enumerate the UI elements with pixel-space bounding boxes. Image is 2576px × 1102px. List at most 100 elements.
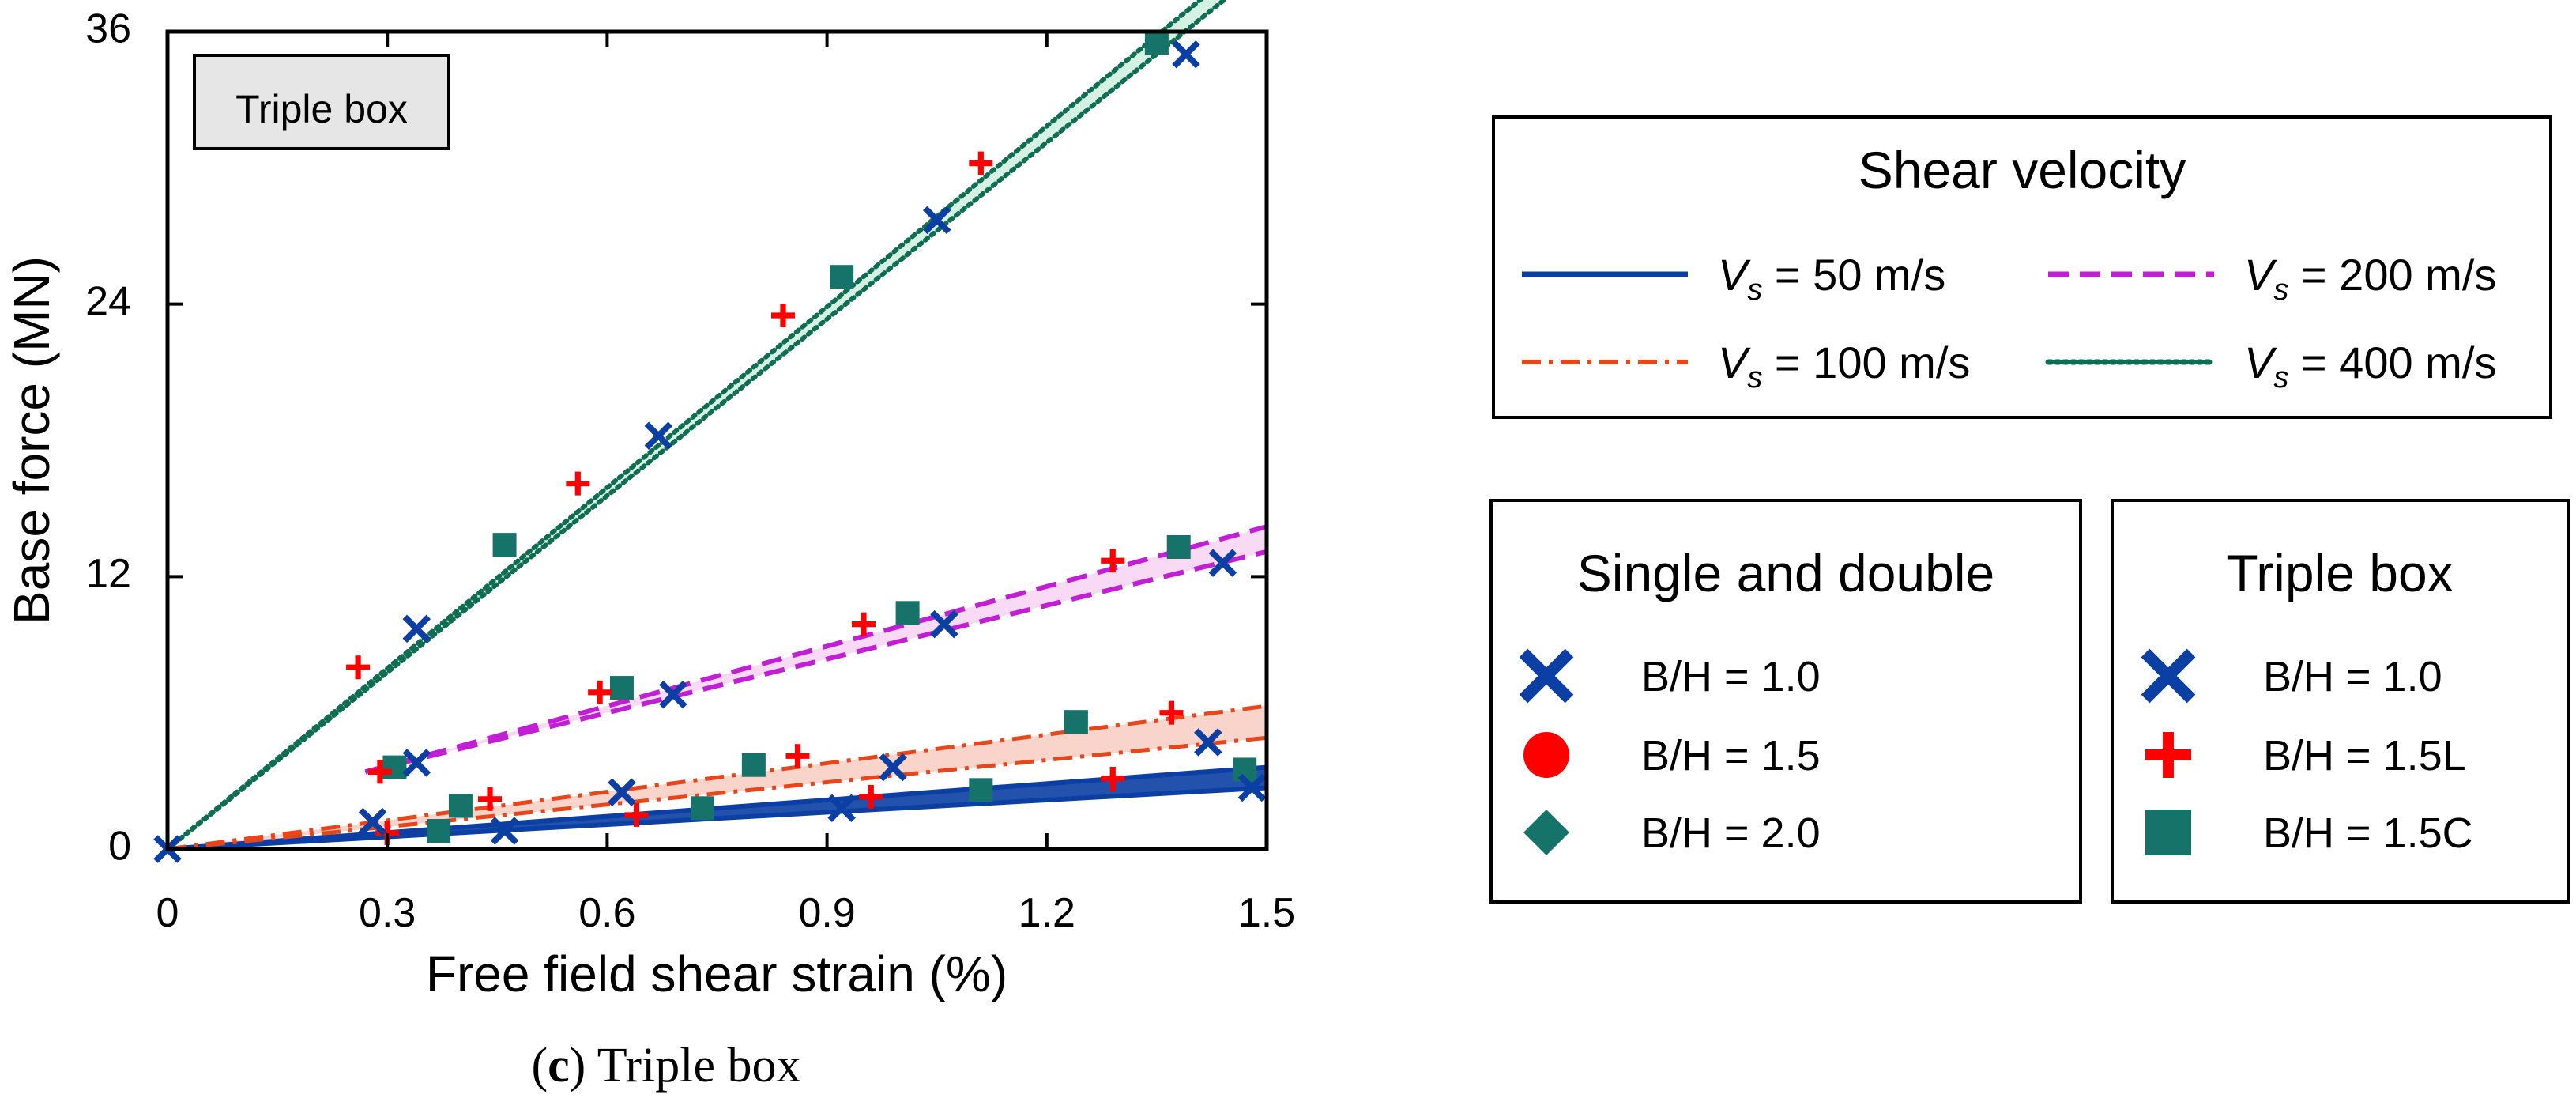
- point-square-7: [382, 755, 407, 779]
- triple-box-legend-marker-square-icon: [2145, 810, 2191, 855]
- x-tick-label: 1.2: [1019, 890, 1075, 936]
- point-square-9: [895, 601, 920, 625]
- point-x-14: [922, 206, 951, 235]
- velocity-legend-item-v50: Vs = 50 m/s: [1522, 250, 1945, 307]
- y-tick-label: 36: [85, 6, 131, 52]
- single-double-legend-item-2: B/H = 1.5: [1523, 732, 1821, 779]
- y-axis-label: Base force (MN): [3, 256, 60, 625]
- x-tick-label: 1.5: [1238, 890, 1295, 936]
- velocity-legend: Shear velocity Vs = 50 m/s Vs = 200 m/sVs…: [1492, 115, 2552, 419]
- single-double-legend-item-1: B/H = 1.0: [1519, 648, 1821, 704]
- point-x-11: [1208, 549, 1237, 577]
- point-plus-12: [566, 471, 590, 496]
- data-markers: [153, 31, 1267, 863]
- trend-line-v400-2: [165, 0, 1228, 851]
- point-plus-9: [851, 612, 876, 636]
- point-plus-1: [624, 802, 649, 827]
- point-x-9: [659, 680, 687, 709]
- point-square-5: [741, 753, 766, 777]
- axis-ticks: [166, 30, 1268, 851]
- tick-labels: 0 0.3 0.6 0.9 1.2 1.5 0 12 24 36: [85, 6, 1295, 936]
- trend-line-v50-2: [167, 785, 1267, 851]
- plot-frame: [165, 29, 1269, 851]
- caption-text: Triple box: [597, 1039, 801, 1093]
- point-square-1: [448, 794, 473, 818]
- point-plus-3: [1101, 766, 1125, 791]
- trend-line-v50-1: [167, 764, 1267, 851]
- single-double-legend-label-3: B/H = 2.0: [1641, 810, 1821, 857]
- point-x-1: [358, 807, 387, 836]
- triple-box-legend-item-2: B/H = 1.5L: [2145, 732, 2466, 779]
- triple-box-legend-label-1: B/H = 1.0: [2263, 653, 2442, 700]
- point-plus-10: [1101, 549, 1125, 573]
- triple-box-legend-item-3: B/H = 1.5C: [2145, 810, 2473, 857]
- point-x-13: [644, 421, 673, 451]
- single-double-legend-label-1: B/H = 1.0: [1641, 653, 1821, 700]
- point-x-10: [930, 609, 958, 639]
- plot-area: 0 0.3 0.6 0.9 1.2 1.5 0 12 24 36 Triple box Free …: [3, 0, 1295, 1093]
- point-square-6: [1064, 710, 1088, 734]
- single-double-legend-label-2: B/H = 1.5: [1641, 732, 1821, 779]
- point-plus-4: [367, 760, 392, 784]
- point-square-2: [690, 796, 714, 821]
- trend-lines: [165, 0, 1267, 851]
- point-x-15: [1172, 40, 1200, 69]
- point-square-8: [609, 676, 634, 700]
- trend-line-v400-1: [165, 0, 1204, 851]
- single-double-legend: Single and double B/H = 1.0B/H = 1.5B/H …: [1489, 499, 2082, 904]
- triple-box-legend-marker-plus-icon: [2145, 732, 2191, 778]
- x-tick-label: 0.6: [578, 890, 635, 936]
- velocity-legend-title: Shear velocity: [1859, 141, 2186, 199]
- figure-caption: (c) Triple box: [531, 1039, 800, 1093]
- panel-label-text: Triple box: [235, 87, 408, 131]
- triple-box-legend: Triple box B/H = 1.0 B/H = 1.5L B/H = 1.5C: [2111, 499, 2570, 904]
- point-square-10: [1166, 534, 1191, 559]
- x-axis-label: Free field shear strain (%): [426, 945, 1007, 1002]
- point-plus-13: [770, 304, 795, 328]
- triple-box-legend-entries: B/H = 1.0 B/H = 1.5L B/H = 1.5C: [2141, 648, 2473, 857]
- point-x-6: [879, 753, 907, 782]
- point-plus-14: [969, 151, 993, 175]
- triple-box-legend-label-3: B/H = 1.5C: [2263, 810, 2473, 857]
- point-square-0: [427, 819, 451, 843]
- single-double-legend-entries: B/H = 1.0 B/H = 1.5 B/H = 2.0: [1519, 648, 1821, 857]
- point-x-2: [490, 817, 519, 845]
- triple-box-legend-item-1: B/H = 1.0: [2141, 648, 2442, 704]
- point-plus-8: [588, 680, 612, 704]
- legend-label-v50: Vs = 50 m/s: [1718, 250, 1945, 307]
- y-tick-label: 0: [108, 824, 131, 870]
- y-tick-label: 12: [85, 551, 131, 597]
- triple-box-legend-title: Triple box: [2226, 544, 2453, 602]
- triple-box-legend-marker-x-icon: [2141, 648, 2196, 704]
- point-x-7: [1194, 728, 1222, 757]
- point-square-13: [1144, 31, 1169, 55]
- point-plus-5: [478, 787, 503, 811]
- single-double-legend-marker-circle-icon: [1523, 732, 1569, 778]
- point-plus-6: [785, 744, 810, 768]
- point-square-11: [492, 533, 517, 557]
- trend-line-v200-2: [364, 549, 1267, 775]
- point-x-4: [827, 794, 856, 823]
- trend-line-v100-2: [167, 735, 1267, 851]
- point-square-12: [830, 265, 854, 289]
- trend-line-v200-1: [364, 524, 1267, 775]
- caption-letter: c: [548, 1039, 570, 1093]
- point-plus-11: [346, 655, 371, 680]
- velocity-legend-item-v200: Vs = 200 m/s: [2048, 250, 2496, 307]
- point-plus-7: [1159, 700, 1184, 725]
- y-tick-label: 24: [85, 278, 131, 324]
- x-tick-label: 0.9: [798, 890, 855, 936]
- point-x-3: [608, 778, 636, 806]
- x-tick-label: 0: [156, 890, 179, 936]
- velocity-legend-item-v100: Vs = 100 m/s: [1522, 338, 1970, 394]
- triple-box-legend-label-2: B/H = 1.5L: [2263, 732, 2466, 779]
- velocity-legend-item-v400: Vs = 400 m/s: [2045, 338, 2496, 394]
- panel-label: Triple box: [193, 54, 450, 150]
- legend-label-v200: Vs = 200 m/s: [2244, 250, 2496, 307]
- legend-label-v400: Vs = 400 m/s: [2244, 338, 2496, 394]
- velocity-legend-entries: Vs = 50 m/s Vs = 200 m/s Vs = 100 m/s Vs = …: [1522, 250, 2496, 394]
- point-plus-2: [859, 784, 883, 809]
- single-double-legend-marker-diamond-icon: [1523, 810, 1569, 855]
- single-double-legend-item-3: B/H = 2.0: [1523, 810, 1821, 857]
